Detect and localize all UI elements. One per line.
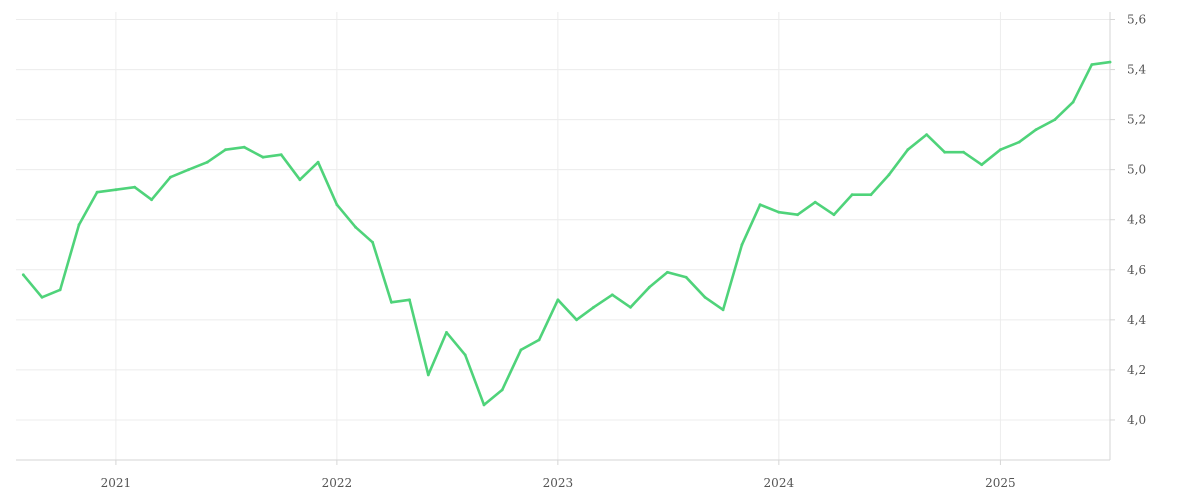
data-point — [500, 388, 504, 392]
data-point — [169, 175, 172, 179]
data-point — [777, 210, 781, 214]
data-point — [261, 155, 265, 159]
data-point — [666, 270, 669, 274]
data-point — [242, 145, 246, 149]
series-line — [21, 60, 1112, 407]
y-tick-label: 4,8 — [1127, 213, 1146, 227]
y-tick-label: 5,2 — [1127, 113, 1146, 127]
data-point — [279, 153, 283, 157]
data-point — [463, 353, 467, 357]
data-point — [1090, 63, 1094, 66]
data-point — [390, 300, 393, 304]
tick-labels: 4,0 4,2 4,4 4,6 4,8 5,0 5,2 5,4 5,6 2021 2022 2023 2… — [101, 13, 1147, 490]
data-point — [647, 285, 651, 289]
data-point — [335, 203, 339, 207]
y-tick-label: 4,4 — [1127, 313, 1146, 327]
data-point — [1108, 60, 1112, 64]
data-point — [114, 188, 118, 192]
data-point — [721, 308, 725, 312]
data-point — [21, 273, 25, 277]
data-point — [943, 150, 947, 154]
data-point — [1017, 140, 1021, 144]
data-point — [408, 298, 411, 302]
data-point — [813, 200, 817, 204]
data-point — [316, 160, 320, 164]
x-tick-label: 2022 — [322, 476, 353, 490]
data-point — [77, 223, 81, 227]
data-point — [906, 148, 910, 152]
data-point — [925, 133, 928, 137]
data-point — [537, 338, 541, 342]
x-tick-label: 2023 — [543, 476, 574, 490]
data-point — [371, 240, 374, 244]
data-point — [58, 288, 62, 292]
axes — [16, 12, 1115, 465]
data-point — [205, 160, 209, 164]
data-point — [187, 168, 190, 172]
data-point — [887, 173, 891, 177]
data-point — [40, 295, 44, 299]
data-point — [850, 193, 854, 197]
data-point — [980, 163, 984, 167]
data-point — [758, 203, 762, 207]
data-point — [962, 150, 965, 154]
series-layer — [21, 60, 1112, 407]
data-point — [832, 213, 836, 217]
data-point — [95, 190, 99, 194]
y-tick-label: 4,6 — [1127, 263, 1146, 277]
data-point — [592, 305, 595, 309]
x-tick-label: 2021 — [101, 476, 132, 490]
data-point — [298, 178, 302, 182]
y-tick-label: 5,6 — [1127, 13, 1146, 27]
x-tick-label: 2024 — [764, 476, 795, 490]
data-point — [796, 213, 799, 217]
y-tick-label: 5,0 — [1127, 163, 1146, 177]
data-point — [684, 275, 688, 279]
data-point — [1071, 100, 1075, 104]
data-point — [999, 148, 1002, 152]
grid — [16, 12, 1110, 460]
data-point — [426, 373, 430, 377]
data-point — [224, 148, 227, 152]
data-point — [740, 243, 744, 247]
y-tick-label: 4,0 — [1127, 413, 1146, 427]
data-point — [556, 298, 560, 302]
x-tick-label: 2025 — [985, 476, 1016, 490]
data-point — [703, 295, 707, 299]
data-point — [133, 185, 137, 189]
y-tick-label: 5,4 — [1127, 63, 1146, 77]
data-point — [150, 198, 154, 202]
data-point — [445, 331, 448, 334]
data-point — [519, 348, 523, 352]
data-point — [354, 225, 357, 229]
data-point — [629, 305, 632, 309]
data-point — [1053, 118, 1057, 121]
data-point — [575, 318, 578, 322]
data-point — [1034, 128, 1038, 132]
y-tick-label: 4,2 — [1127, 363, 1146, 377]
data-point — [869, 193, 873, 197]
data-point — [482, 403, 486, 407]
data-point — [610, 293, 614, 297]
